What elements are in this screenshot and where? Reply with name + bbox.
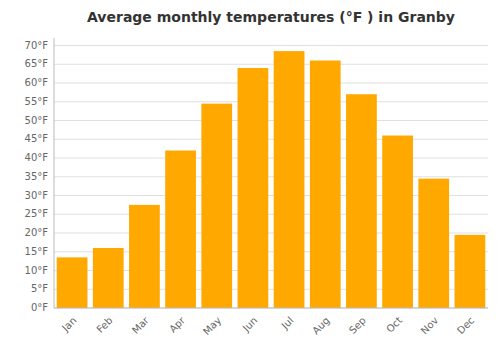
y-tick-label: 60°F: [25, 77, 49, 88]
bar: [274, 51, 305, 308]
bar: [57, 257, 88, 308]
bar: [238, 68, 269, 308]
title: Average monthly temperatures (°F ) in Gr…: [87, 9, 455, 25]
grid-line: [54, 101, 488, 102]
y-tick-label: 55°F: [25, 96, 49, 107]
y-axis-line: [54, 38, 55, 308]
x-tick-label: Jul: [279, 315, 296, 332]
bar: [418, 179, 449, 308]
y-tick-label: 45°F: [25, 133, 49, 144]
bar: [93, 248, 124, 308]
x-tick-label: Apr: [167, 314, 188, 335]
y-axis: 0°F 5°F 10°F 15°F 20°F 25°F 30°F 35°F 40°F 45°F 50…: [25, 38, 54, 313]
x-tick-label: Jun: [240, 315, 260, 335]
y-tick-label: 25°F: [25, 208, 49, 219]
grid-line: [54, 308, 488, 309]
chart-container: Average monthly temperatures (°F ) in Gr…: [0, 0, 500, 350]
x-tick-label: Oct: [384, 315, 404, 335]
x-tick-label: May: [201, 315, 223, 337]
bars: [57, 51, 486, 308]
x-tick-label: Dec: [455, 315, 476, 336]
grid-line: [54, 158, 488, 159]
y-tick-label: 70°F: [25, 40, 49, 51]
grid-line: [54, 120, 488, 121]
y-tick-label: 10°F: [25, 265, 49, 276]
bar: [201, 104, 232, 308]
grid-line: [54, 83, 488, 84]
x-tick-label: Jan: [59, 315, 78, 334]
bar: [346, 94, 377, 308]
x-tick-label: Mar: [130, 314, 152, 336]
x-tick-label: Feb: [94, 315, 114, 335]
grid: [54, 46, 488, 309]
bar: [382, 136, 413, 309]
page: {"chart_data": {"type": "bar", "title": …: [0, 0, 500, 350]
grid-line: [54, 176, 488, 177]
y-tick-label: 50°F: [25, 115, 49, 126]
x-tick-label: Aug: [310, 315, 332, 337]
grid-line: [54, 139, 488, 140]
y-tick-label: 0°F: [31, 302, 48, 313]
y-tick-label: 5°F: [31, 283, 48, 294]
bar: [165, 151, 196, 309]
y-tick-label: 30°F: [25, 190, 49, 201]
bar: [129, 205, 160, 308]
y-tick-label: 35°F: [25, 171, 49, 182]
y-tick-label: 40°F: [25, 152, 49, 163]
bar: [455, 235, 486, 308]
grid-line: [54, 64, 488, 65]
y-tick-label: 20°F: [25, 227, 49, 238]
x-axis: Jan Feb Mar Apr May Jun Jul Aug Sep Oct Nov Dec: [54, 308, 488, 337]
chart: Average monthly temperatures (°F ) in Gr…: [0, 0, 500, 350]
y-tick-label: 65°F: [25, 58, 49, 69]
grid-line: [54, 45, 488, 46]
bar: [310, 61, 341, 309]
x-tick-label: Sep: [347, 315, 368, 336]
y-tick-label: 15°F: [25, 246, 49, 257]
x-axis-line: [54, 308, 488, 309]
x-tick-label: Nov: [419, 315, 441, 337]
